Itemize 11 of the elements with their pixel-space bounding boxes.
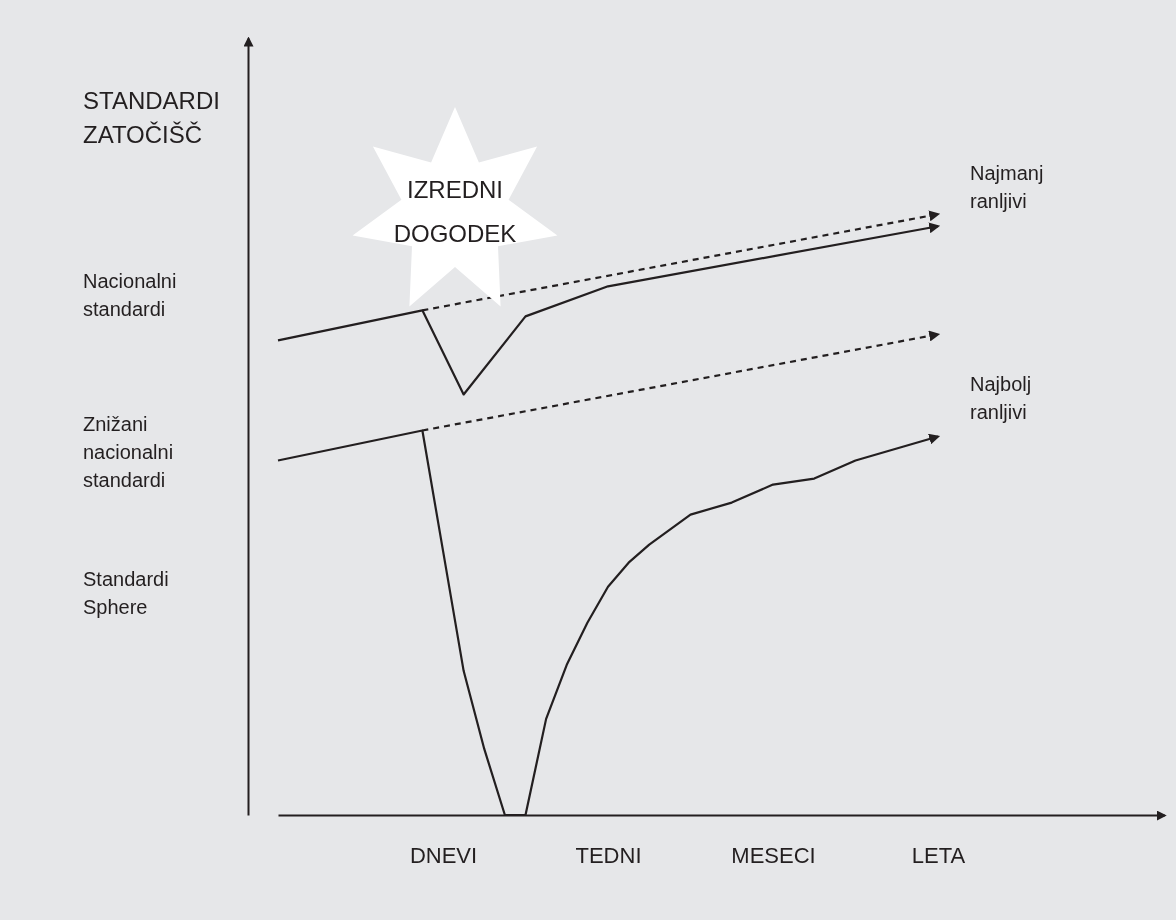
text: Nacionalni standardi	[83, 270, 177, 320]
series-label: Najmanj ranljivi	[970, 162, 1044, 213]
x-tick-label: MESECI	[731, 842, 816, 868]
x-tick-label: LETA	[911, 842, 966, 868]
x-tick-label: TEDNI	[575, 842, 642, 868]
annotation: IZREDNI DOGODEK	[393, 176, 517, 247]
series-label: Najbolj ranljivi	[970, 372, 1032, 423]
text: Standardi Sphere	[83, 568, 169, 618]
x-tick-label: DNEVI	[409, 842, 478, 868]
text: Znižani nacionalni standardi	[83, 413, 174, 491]
y-axis-title: STANDARDI ZATOČIŠČ	[83, 87, 220, 148]
